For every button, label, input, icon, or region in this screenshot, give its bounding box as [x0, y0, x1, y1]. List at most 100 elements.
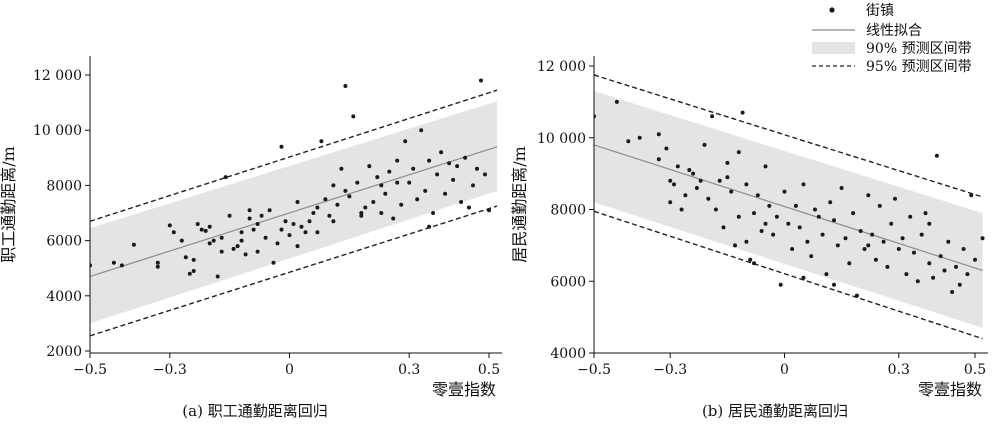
band90-area — [594, 91, 983, 328]
y-tick-label: 6000 — [46, 234, 82, 250]
data-point — [203, 228, 208, 233]
data-point — [656, 157, 661, 162]
data-point — [752, 261, 756, 266]
data-point — [171, 230, 176, 235]
data-point — [721, 225, 726, 230]
data-point — [973, 257, 977, 262]
data-point — [938, 254, 943, 259]
fit-line — [594, 144, 983, 272]
data-point — [235, 244, 240, 249]
data-point — [736, 150, 741, 155]
data-point — [395, 158, 400, 163]
data-point — [475, 166, 479, 171]
data-point — [767, 203, 772, 208]
data-point — [801, 275, 806, 280]
data-point — [832, 282, 836, 287]
data-point — [706, 196, 711, 201]
x-tick-label: 0.5 — [964, 362, 986, 378]
data-point — [923, 211, 928, 216]
data-point — [954, 264, 958, 269]
x-tick-label: −0.3 — [653, 362, 687, 378]
data-point — [347, 194, 352, 199]
y-tick-label: 4000 — [46, 289, 82, 305]
data-point — [411, 166, 416, 171]
data-point — [419, 128, 424, 133]
data-point — [675, 164, 680, 169]
x-tick-label: 0 — [780, 362, 789, 378]
data-point — [927, 221, 932, 226]
data-point — [832, 218, 836, 223]
data-point — [957, 282, 962, 287]
data-point — [862, 247, 867, 251]
data-point — [219, 249, 224, 254]
data-point — [355, 180, 360, 185]
data-point — [315, 230, 320, 235]
data-point — [664, 146, 669, 151]
data-point — [427, 224, 432, 229]
data-point — [691, 171, 696, 176]
data-point — [637, 135, 642, 140]
data-point — [912, 250, 916, 255]
data-point — [934, 153, 939, 158]
data-point — [614, 99, 619, 104]
data-point — [717, 178, 722, 183]
band95-lower-line — [594, 210, 983, 340]
data-point — [885, 264, 890, 269]
data-point — [183, 255, 188, 260]
band90-area — [90, 101, 497, 324]
data-point — [668, 200, 673, 205]
x-axis-label: 零壹指数 — [432, 380, 496, 399]
data-point — [131, 242, 136, 247]
x-tick-label: −0.5 — [73, 362, 107, 378]
data-point — [908, 214, 913, 219]
data-point — [793, 203, 798, 208]
data-point — [359, 213, 364, 218]
data-point — [255, 249, 260, 254]
data-point — [423, 188, 428, 193]
panel-a: 2000 4000 6000 8000 10 000 12 000 −0.5 −0.3 0 0.3… — [0, 56, 502, 420]
data-point — [271, 260, 276, 265]
data-point — [327, 213, 332, 218]
legend-point-swatch — [829, 7, 835, 13]
data-point — [167, 223, 172, 228]
data-point — [315, 205, 320, 210]
data-point — [239, 230, 244, 235]
data-point — [207, 241, 212, 246]
data-point — [824, 272, 829, 277]
data-point — [295, 244, 300, 249]
data-point — [752, 211, 756, 216]
data-point — [904, 272, 909, 277]
data-point — [797, 225, 802, 230]
data-point — [919, 232, 924, 237]
data-point — [479, 78, 483, 83]
data-point — [363, 205, 368, 210]
x-tick-label: 0.3 — [888, 362, 910, 378]
y-tick-label: 12 000 — [33, 68, 82, 84]
legend-band90-swatch — [812, 42, 855, 54]
x-tick-label: 0.3 — [398, 362, 420, 378]
data-point — [877, 203, 882, 208]
y-tick-label: 6000 — [550, 274, 586, 290]
data-point — [391, 216, 396, 221]
data-point — [279, 144, 284, 149]
data-point — [748, 257, 753, 262]
data-point — [710, 114, 715, 119]
data-point — [763, 221, 768, 226]
legend-label: 线性拟合 — [866, 23, 922, 39]
data-point — [463, 155, 468, 160]
data-point — [275, 241, 280, 246]
data-point — [866, 243, 871, 248]
data-point — [447, 161, 452, 166]
data-point — [965, 272, 970, 277]
data-point — [199, 227, 204, 232]
data-point — [219, 235, 224, 240]
data-point — [403, 139, 408, 144]
data-point — [207, 224, 212, 229]
data-point — [744, 239, 749, 244]
data-point — [367, 164, 372, 169]
data-point — [119, 263, 124, 268]
data-point — [467, 205, 471, 210]
scatter-points — [90, 78, 491, 279]
x-tick-label: 0 — [285, 362, 294, 378]
legend-label: 街镇 — [866, 3, 894, 19]
